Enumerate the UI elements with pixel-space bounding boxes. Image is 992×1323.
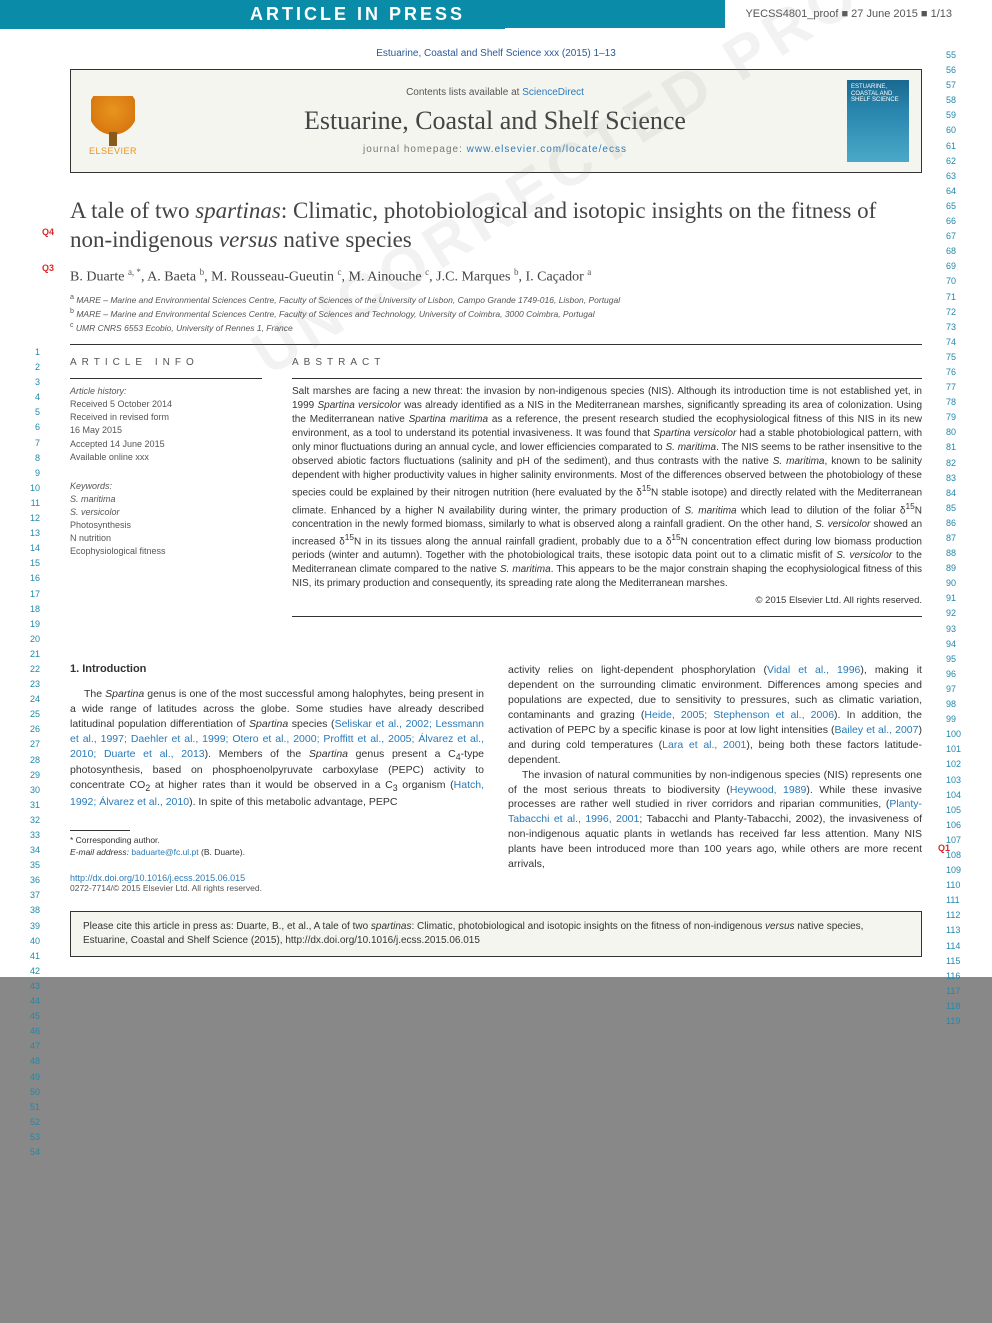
q3-label: Q3 — [42, 263, 54, 273]
authors: B. Duarte a, *, A. Baeta b, M. Rousseau-… — [70, 267, 922, 286]
journal-citation: Estuarine, Coastal and Shelf Science xxx… — [70, 48, 922, 59]
title-p1: A tale of two — [70, 198, 195, 223]
body-column-left: 1. Introduction The Spartina genus is on… — [70, 663, 484, 892]
keyword: S. maritima — [70, 493, 262, 506]
elsevier-tree-icon — [91, 96, 135, 144]
keywords: Keywords: S. maritima S. versicolor Phot… — [70, 480, 262, 558]
contents-prefix: Contents lists available at — [406, 87, 522, 98]
history-line: 16 May 2015 — [70, 424, 262, 437]
affiliation-b: b MARE – Marine and Environmental Scienc… — [70, 307, 922, 321]
history-line: Accepted 14 June 2015 — [70, 438, 262, 451]
body-paragraph: activity relies on light-dependent phosp… — [508, 663, 922, 767]
journal-header: ELSEVIER Contents lists available at Sci… — [70, 69, 922, 173]
title-p2: spartinas — [195, 198, 281, 223]
issn-line: 0272-7714/© 2015 Elsevier Ltd. All right… — [70, 883, 484, 893]
history-line: Available online xxx — [70, 451, 262, 464]
article-info-column: ARTICLE INFO Article history: Received 5… — [70, 357, 262, 623]
article-title: A tale of two spartinas: Climatic, photo… — [70, 197, 922, 255]
intro-heading: 1. Introduction — [70, 663, 484, 675]
q4-label: Q4 — [42, 227, 54, 237]
line-numbers-right: 5556575859606162636465666768697071727374… — [946, 48, 970, 1029]
proof-info: YECSS4801_proof ■ 27 June 2015 ■ 1/13 — [725, 0, 992, 28]
body-paragraph: The Spartina genus is one of the most su… — [70, 687, 484, 809]
affiliation-c: c UMR CNRS 6553 Ecobio, University of Re… — [70, 321, 922, 335]
abstract-column: ABSTRACT Salt marshes are facing a new t… — [292, 357, 922, 623]
email-suffix: (B. Duarte). — [199, 847, 245, 857]
corresponding-author: * Corresponding author. — [70, 835, 484, 847]
journal-name: Estuarine, Coastal and Shelf Science — [143, 106, 847, 136]
body-paragraph: The invasion of natural communities by n… — [508, 768, 922, 872]
abstract-heading: ABSTRACT — [292, 357, 922, 368]
divider — [70, 344, 922, 345]
cite-box: Please cite this article in press as: Du… — [70, 911, 922, 957]
q1-label: Q1 — [938, 843, 950, 853]
doi-block: http://dx.doi.org/10.1016/j.ecss.2015.06… — [70, 873, 484, 893]
keywords-head: Keywords: — [70, 480, 262, 493]
keyword: Ecophysiological fitness — [70, 545, 262, 558]
email-label: E-mail address: — [70, 847, 131, 857]
doi-link[interactable]: http://dx.doi.org/10.1016/j.ecss.2015.06… — [70, 873, 245, 883]
homepage-line: journal homepage: www.elsevier.com/locat… — [143, 144, 847, 155]
info-abstract-row: ARTICLE INFO Article history: Received 5… — [70, 357, 922, 623]
affiliations: a MARE – Marine and Environmental Scienc… — [70, 293, 922, 334]
divider — [292, 378, 922, 379]
email-link[interactable]: baduarte@fc.ul.pt — [131, 847, 198, 857]
keyword: N nutrition — [70, 532, 262, 545]
history-line: Received 5 October 2014 — [70, 398, 262, 411]
email-footnote: E-mail address: baduarte@fc.ul.pt (B. Du… — [70, 847, 484, 859]
article-history: Article history: Received 5 October 2014… — [70, 385, 262, 463]
footnote-separator — [70, 830, 130, 831]
elsevier-text: ELSEVIER — [89, 146, 137, 156]
press-banner-label: ARTICLE IN PRESS — [0, 0, 505, 29]
divider — [292, 616, 922, 617]
history-line: Received in revised form — [70, 411, 262, 424]
divider — [70, 378, 262, 379]
copyright: © 2015 Elsevier Ltd. All rights reserved… — [292, 595, 922, 606]
body-columns: 1. Introduction The Spartina genus is on… — [70, 663, 922, 892]
homepage-link[interactable]: www.elsevier.com/locate/ecss — [467, 144, 627, 155]
contents-line: Contents lists available at ScienceDirec… — [143, 87, 847, 98]
sciencedirect-link[interactable]: ScienceDirect — [522, 87, 584, 98]
header-center: Contents lists available at ScienceDirec… — [143, 87, 847, 155]
abstract-text: Salt marshes are facing a new threat: th… — [292, 385, 922, 591]
affiliation-a: a MARE – Marine and Environmental Scienc… — [70, 293, 922, 307]
history-head: Article history: — [70, 385, 262, 398]
press-banner: ARTICLE IN PRESS YECSS4801_proof ■ 27 Ju… — [0, 0, 992, 28]
cover-thumbnail: ESTUARINE, COASTAL AND SHELF SCIENCE — [847, 80, 909, 162]
line-numbers-left: 1234567891011121314151617181920212223242… — [22, 345, 40, 1160]
article-info-heading: ARTICLE INFO — [70, 357, 262, 368]
body-column-right: Q1 activity relies on light-dependent ph… — [508, 663, 922, 892]
homepage-prefix: journal homepage: — [363, 144, 467, 155]
page: UNCORRECTED PROOF ARTICLE IN PRESS YECSS… — [0, 0, 992, 977]
title-p5: native species — [278, 227, 412, 252]
elsevier-logo: ELSEVIER — [83, 86, 143, 156]
title-p4: versus — [219, 227, 278, 252]
cover-thumb-title: ESTUARINE, COASTAL AND SHELF SCIENCE — [851, 84, 905, 104]
keyword: Photosynthesis — [70, 519, 262, 532]
keyword: S. versicolor — [70, 506, 262, 519]
